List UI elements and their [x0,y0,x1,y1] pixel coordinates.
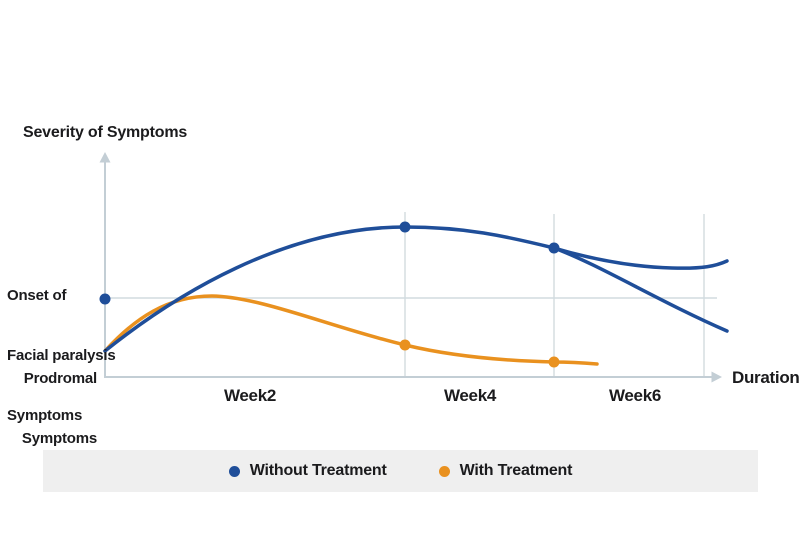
x-tick-week6: Week6 [608,386,662,405]
y-axis-title: Severity of Symptoms [23,124,188,141]
legend-item-without-treatment: Without Treatment [228,462,387,480]
onset-level-label-line3: Symptoms [7,407,83,424]
legend-dot-with-treatment-icon [438,465,450,477]
prodromal-level-label-line2: Symptoms [21,430,97,447]
legend-item-with-treatment: With Treatment [438,462,573,480]
legend-label-with-treatment: With Treatment [459,462,573,479]
onset-level-label-line2: Facial paralysis [7,347,116,364]
prodromal-level-label: Prodromal Symptoms [0,329,97,489]
x-tick-week4: Week4 [443,386,497,405]
prodromal-level-label-line1: Prodromal [23,370,97,387]
chart-legend: Without Treatment With Treatment [43,450,758,492]
legend-dot-without-treatment-icon [228,465,240,477]
onset-level-label-line1: Onset of [7,287,67,304]
x-tick-week2: Week2 [223,386,277,405]
legend-label-without-treatment: Without Treatment [249,462,387,479]
onset-level-label: Onset of Facial paralysis Symptoms [7,246,116,466]
x-axis-title: Duration [732,368,800,387]
